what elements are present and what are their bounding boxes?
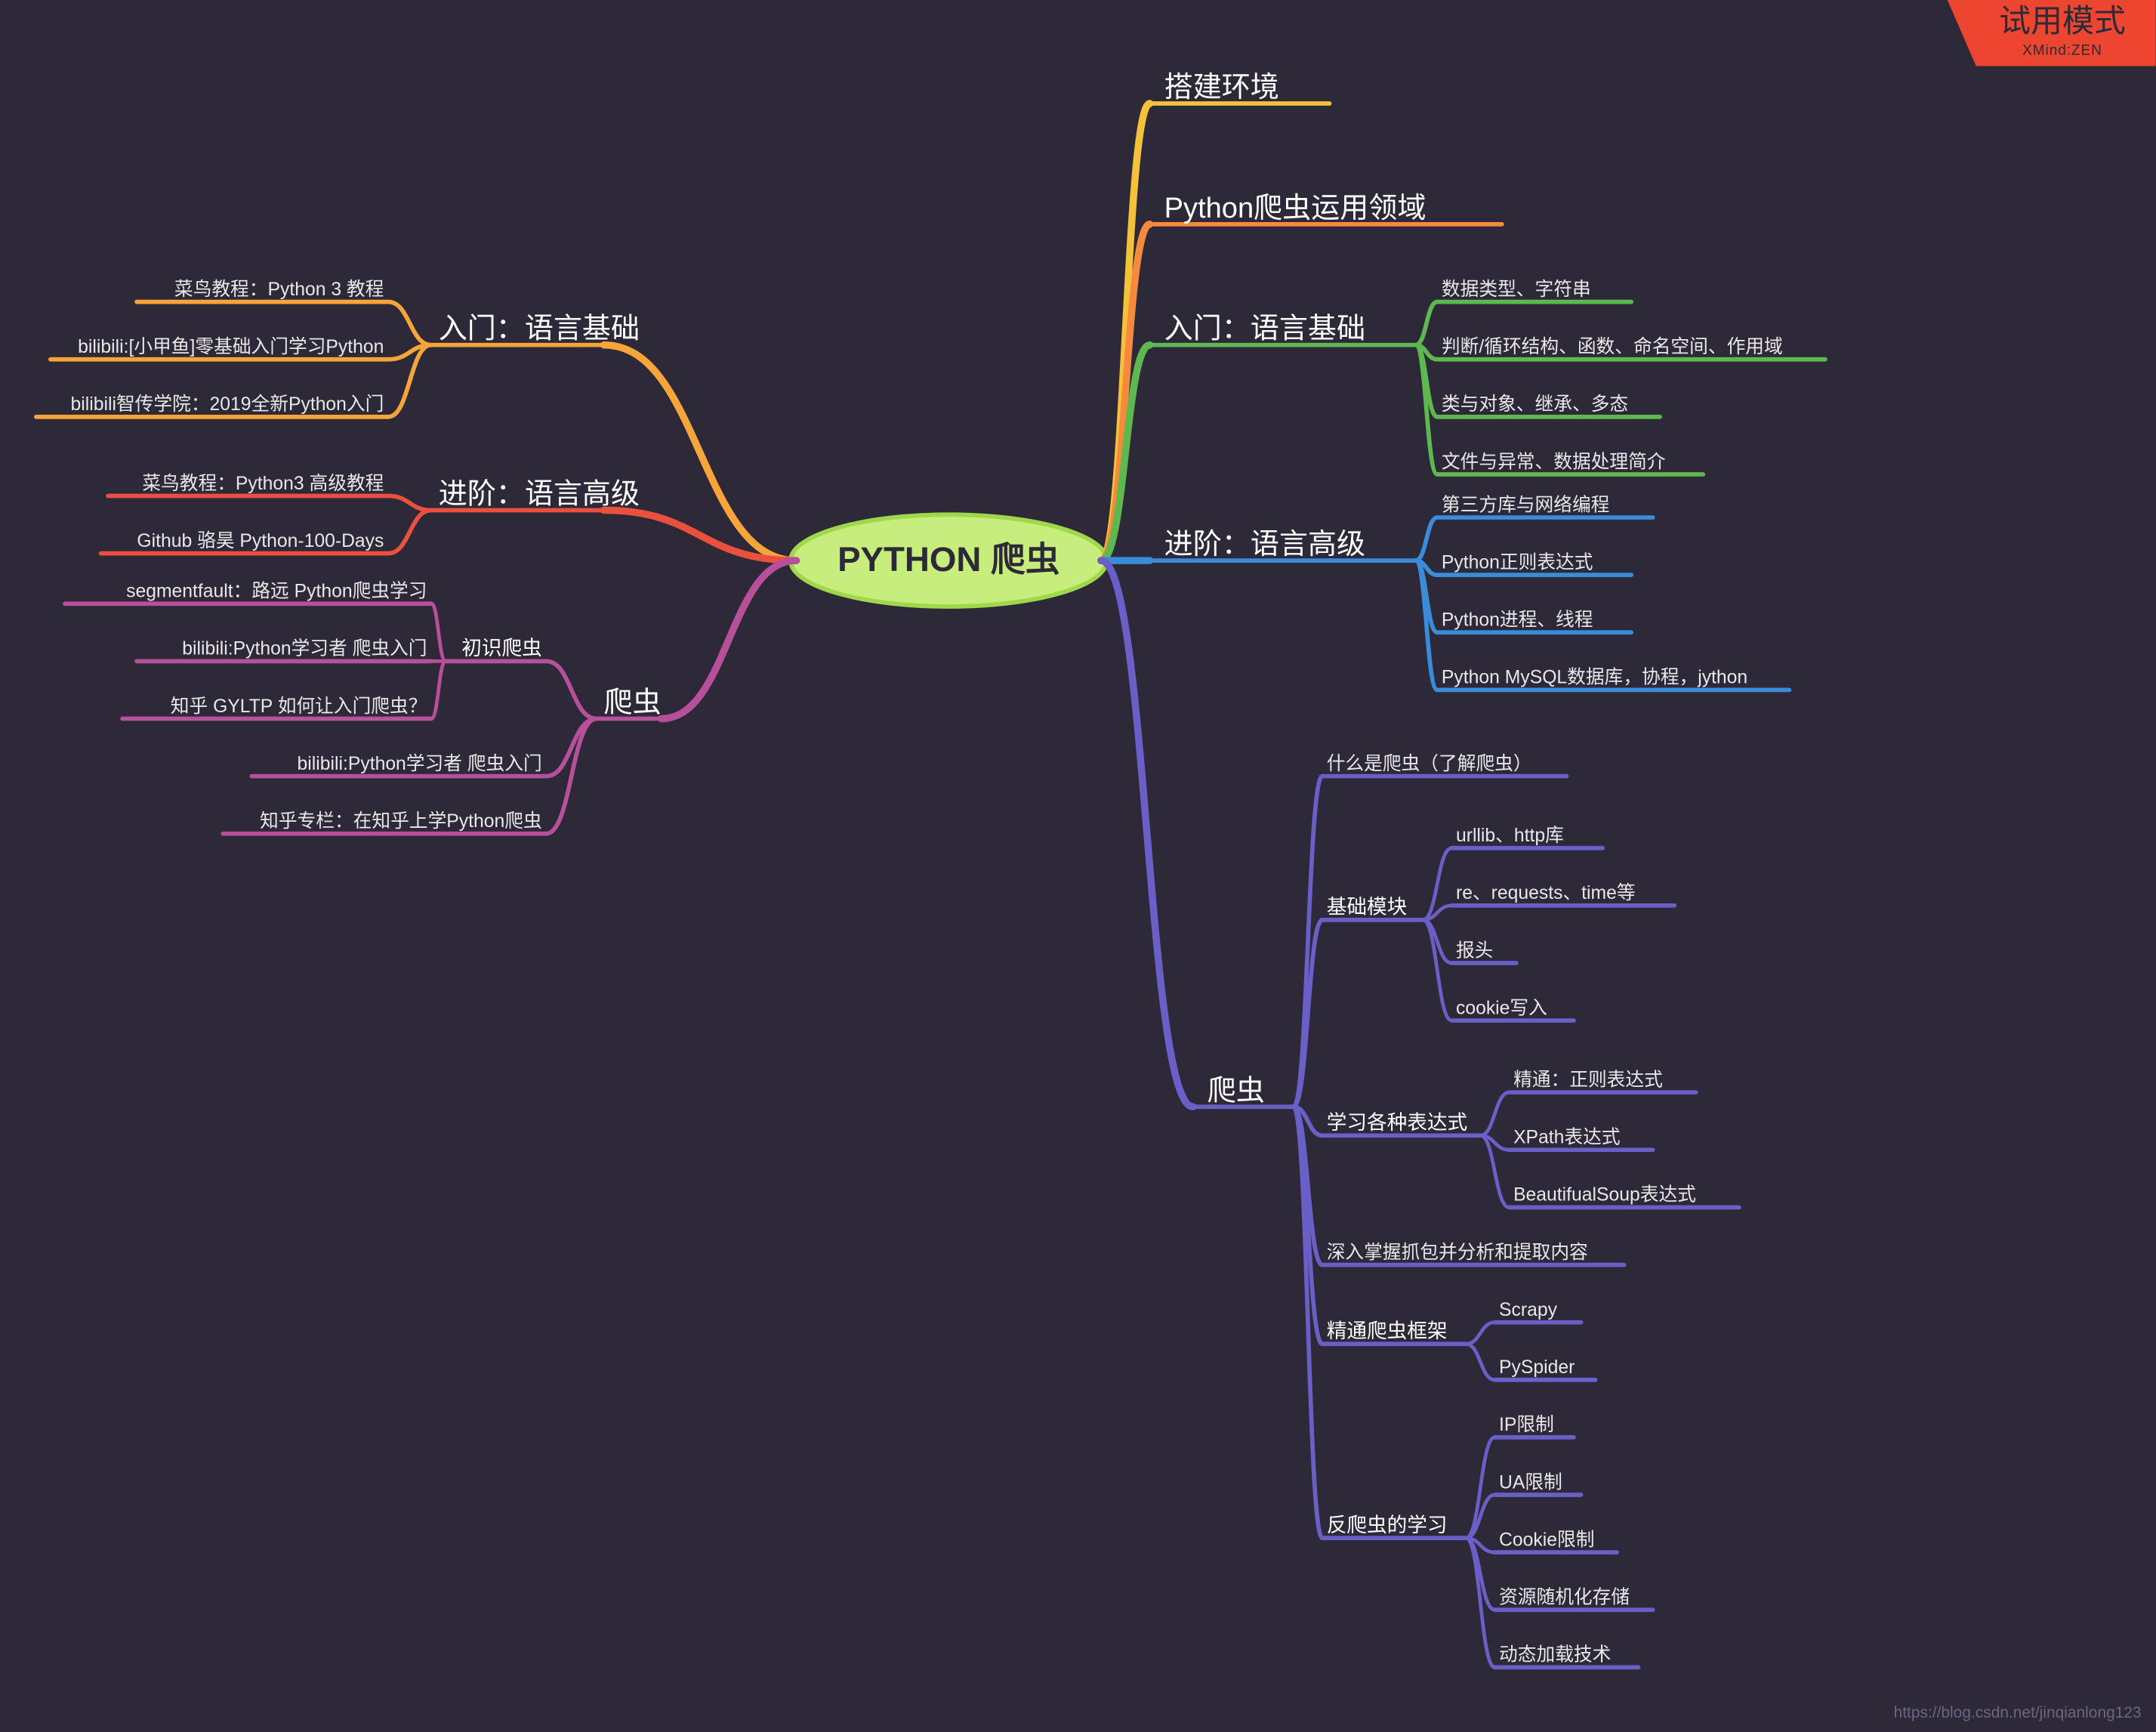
leaf: BeautifualSoup表达式 xyxy=(1513,1184,1696,1206)
leaf: 什么是爬虫（了解爬虫） xyxy=(1327,753,1532,774)
branch-green: 入门：语言基础 xyxy=(1164,313,1365,345)
leaf: Python进程、线程 xyxy=(1442,610,1593,631)
mindmap-canvas: 试用模式 XMind:ZEN https://blog.csdn.net/jinqi… xyxy=(0,0,2156,1732)
leaf: 第三方库与网络编程 xyxy=(1442,494,1609,515)
leaf: 深入掌握抓包并分析和提取内容 xyxy=(1327,1242,1588,1263)
branch-blue: 进阶：语言高级 xyxy=(1164,529,1365,560)
leaf: 菜鸟教程：Python3 高级教程 xyxy=(142,473,384,494)
leaf: 菜鸟教程：Python 3 教程 xyxy=(174,279,384,300)
leaf: Python正则表达式 xyxy=(1442,551,1593,573)
leaf: 文件与异常、数据处理简介 xyxy=(1442,451,1666,472)
leaf: 精通：正则表达式 xyxy=(1513,1070,1663,1091)
leaf: 反爬虫的学习 xyxy=(1327,1514,1448,1536)
leaf: 资源随机化存储 xyxy=(1499,1587,1630,1608)
leaf: Scrapy xyxy=(1499,1300,1558,1320)
footer-url: https://blog.csdn.net/jinqianlong123 xyxy=(1894,1704,2142,1721)
leaf: 知乎 GYLTP 如何让入门爬虫？ xyxy=(171,696,427,717)
leaf: 类与对象、继承、多态 xyxy=(1442,394,1628,415)
leaf: 初识爬虫 xyxy=(461,637,542,659)
branch-red: 进阶：语言高级 xyxy=(439,479,640,511)
leaf: 数据类型、字符串 xyxy=(1442,279,1591,300)
leaf: 基础模块 xyxy=(1327,896,1408,918)
leaf: 精通爬虫框架 xyxy=(1327,1320,1448,1342)
leaf: 判断/循环结构、函数、命名空间、作用域 xyxy=(1442,336,1783,357)
leaf: segmentfault：路远 Python爬虫学习 xyxy=(126,581,427,602)
leaf: Cookie限制 xyxy=(1499,1529,1594,1550)
leaf: bilibili:[小甲鱼]零基础入门学习Python xyxy=(78,336,384,357)
leaf: 学习各种表达式 xyxy=(1327,1111,1467,1134)
leaf: Python MySQL数据库，协程，jython xyxy=(1442,667,1747,688)
branch-orange: 入门：语言基础 xyxy=(439,313,640,345)
trial-badge-subtext: XMind:ZEN xyxy=(2022,42,2102,58)
leaf: cookie写入 xyxy=(1456,998,1547,1018)
leaf: bilibili智传学院：2019全新Python入门 xyxy=(71,394,384,415)
leaf: 报头 xyxy=(1456,940,1493,961)
leaf: 动态加载技术 xyxy=(1499,1644,1611,1666)
branch-purple: 爬虫 xyxy=(1208,1075,1265,1107)
leaf: XPath表达式 xyxy=(1513,1127,1621,1148)
leaf: Github 骆昊 Python-100-Days xyxy=(137,530,384,551)
branch-orange2: Python爬虫运用领域 xyxy=(1164,193,1427,224)
leaf: re、requests、time等 xyxy=(1456,882,1636,903)
leaf: UA限制 xyxy=(1499,1471,1562,1493)
leaf: urllib、http库 xyxy=(1456,825,1564,846)
leaf: bilibili:Python学习者 爬虫入门 xyxy=(298,753,542,774)
leaf: IP限制 xyxy=(1499,1414,1554,1435)
branch-magenta: 爬虫 xyxy=(604,687,662,718)
leaf: bilibili:Python学习者 爬虫入门 xyxy=(182,638,427,659)
trial-badge-text: 试用模式 xyxy=(1999,3,2125,39)
central-topic-label: PYTHON 爬虫 xyxy=(837,540,1059,579)
leaf: PySpider xyxy=(1499,1357,1575,1378)
branch-yellow: 搭建环境 xyxy=(1164,72,1279,103)
leaf: 知乎专栏：在知乎上学Python爬虫 xyxy=(260,810,542,832)
